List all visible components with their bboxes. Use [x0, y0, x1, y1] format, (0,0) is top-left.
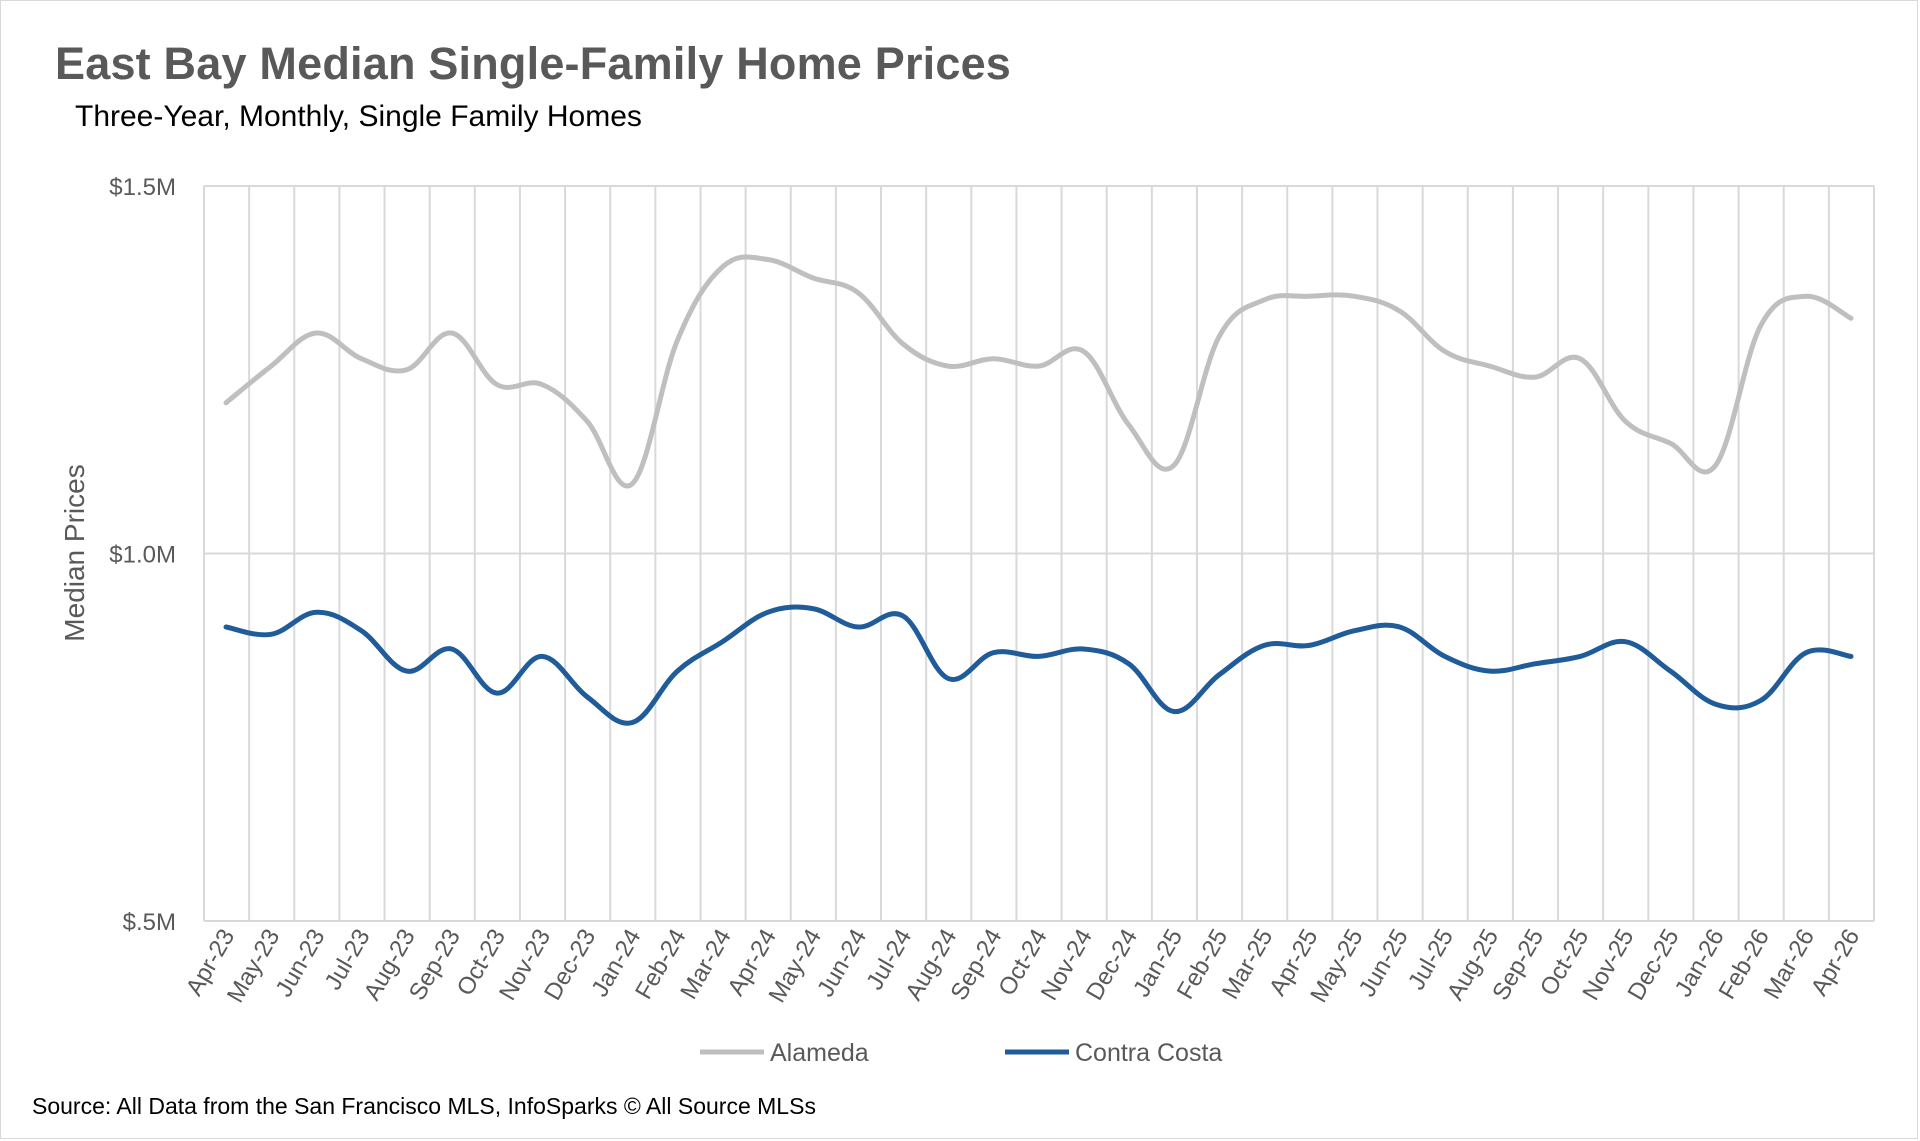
legend-label-alameda: Alameda [770, 1039, 869, 1067]
series-lines [223, 254, 1854, 726]
x-axis-ticks: Apr-23May-23Jun-23Jul-23Aug-23Sep-23Oct-… [181, 924, 1865, 1007]
source-note: Source: All Data from the San Francisco … [32, 1093, 816, 1119]
y-tick-label: $.5M [123, 909, 176, 936]
y-tick-label: $1.0M [109, 542, 176, 569]
y-axis-ticks: $.5M $1.0M $1.5M [109, 174, 176, 936]
y-tick-label: $1.5M [109, 174, 176, 201]
series-line-alameda [223, 254, 1854, 489]
series-line-contra-costa [223, 604, 1854, 726]
chart-title: East Bay Median Single-Family Home Price… [55, 38, 1012, 89]
gridlines [203, 185, 1875, 922]
chart-subtitle: Three-Year, Monthly, Single Family Homes [75, 100, 642, 133]
y-axis-label: Median Prices [59, 464, 90, 641]
legend: Alameda Contra Costa [700, 1039, 1222, 1067]
legend-label-contra-costa: Contra Costa [1075, 1039, 1222, 1067]
